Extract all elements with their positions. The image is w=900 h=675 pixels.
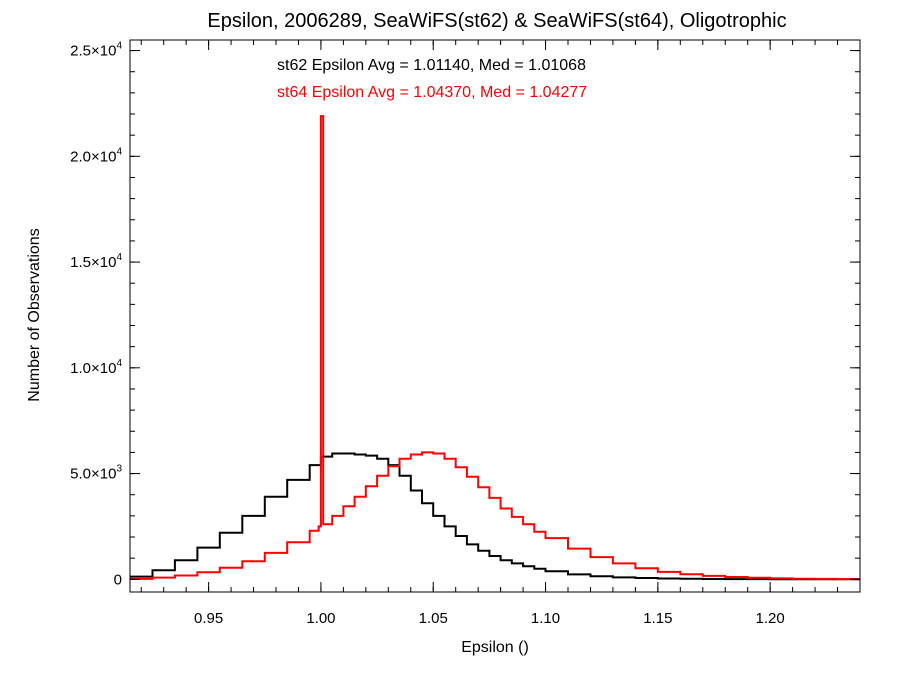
- y-tick-label: 1.0×104: [70, 358, 122, 377]
- series-line-1: [130, 115, 860, 581]
- stats-annotation-0: st62 Epsilon Avg = 1.01140, Med = 1.0106…: [277, 57, 586, 74]
- chart-title: Epsilon, 2006289, SeaWiFS(st62) & SeaWiF…: [207, 10, 786, 32]
- plot-area: 0.95 1.00 1.05 1.10 1.15 1.20 0 5.0×103 1.0×104 1…: [70, 39, 861, 627]
- x-tick-label: 1.05: [419, 610, 448, 627]
- y-tick-label: 0: [114, 571, 122, 588]
- x-axis-label: Epsilon (): [461, 639, 529, 656]
- x-tick-label: 1.00: [306, 610, 335, 627]
- y-tick-label: 1.5×104: [70, 252, 122, 271]
- y-axis-label: Number of Observations: [26, 228, 43, 401]
- x-tick-label: 1.15: [643, 610, 672, 627]
- x-tick-label: 1.20: [756, 610, 785, 627]
- x-tick-label: 1.10: [531, 610, 560, 627]
- series-line-0: [130, 452, 860, 581]
- x-tick-label: 0.95: [194, 610, 223, 627]
- y-tick-label: 2.5×104: [70, 41, 122, 60]
- y-tick-label: 5.0×103: [70, 464, 122, 483]
- stats-annotation-1: st64 Epsilon Avg = 1.04370, Med = 1.0427…: [277, 84, 587, 101]
- plot-frame: [129, 39, 861, 593]
- y-tick-label: 2.0×104: [70, 146, 122, 165]
